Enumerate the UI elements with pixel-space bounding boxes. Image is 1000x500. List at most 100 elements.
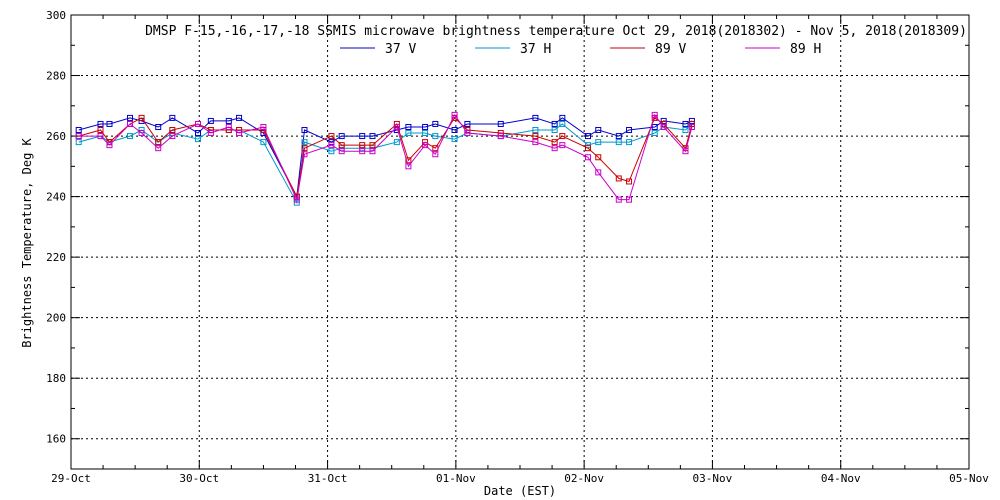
data-point-37v: [559, 114, 566, 121]
x-axis-label: Date (EST): [484, 484, 556, 498]
data-point-37v: [75, 127, 82, 134]
data-point-37v: [532, 114, 539, 121]
data-point-37v: [225, 117, 232, 124]
x-tick-label: 04-Nov: [821, 472, 861, 485]
data-point-89v: [138, 114, 145, 121]
x-tick-label: 29-Oct: [51, 472, 91, 485]
series-layer: [75, 111, 695, 206]
data-point-89v: [688, 120, 695, 127]
data-point-37h: [595, 139, 602, 146]
data-point-37v: [359, 133, 366, 140]
data-point-89h: [497, 133, 504, 140]
data-point-89h: [405, 163, 412, 170]
series-37v: [75, 114, 695, 200]
data-point-89h: [559, 142, 566, 149]
data-point-89h: [169, 133, 176, 140]
data-point-37v: [338, 133, 345, 140]
data-point-37v: [369, 133, 376, 140]
data-point-89v: [497, 130, 504, 137]
data-point-89h: [97, 133, 104, 140]
data-point-89h: [651, 111, 658, 118]
y-axis-label: Brightness Temperature, Deg K: [20, 137, 34, 347]
data-point-89h: [615, 196, 622, 203]
data-point-89h: [75, 133, 82, 140]
data-point-37h: [615, 139, 622, 146]
data-point-89h: [451, 111, 458, 118]
data-point-37v: [405, 123, 412, 130]
data-point-89h: [106, 142, 113, 149]
data-point-37h: [422, 130, 429, 137]
data-point-37v: [497, 120, 504, 127]
x-tick-label: 31-Oct: [308, 472, 348, 485]
data-point-89h: [359, 148, 366, 155]
data-point-89h: [207, 130, 214, 137]
x-tick-label: 01-Nov: [436, 472, 476, 485]
data-point-89h: [236, 130, 243, 137]
data-point-89v: [369, 142, 376, 149]
data-point-89v: [626, 178, 633, 185]
data-point-37h: [405, 130, 412, 137]
legend-label-37v: 37 V: [385, 42, 416, 57]
data-point-89v: [559, 133, 566, 140]
data-point-89h: [369, 148, 376, 155]
data-point-89h: [422, 142, 429, 149]
data-point-37h: [626, 139, 633, 146]
y-tick-label: 200: [46, 312, 66, 325]
data-point-89v: [97, 127, 104, 134]
data-point-37h: [301, 139, 308, 146]
data-point-37v: [451, 127, 458, 134]
data-point-37h: [682, 127, 689, 134]
data-point-37h: [328, 148, 335, 155]
data-point-37h: [359, 145, 366, 152]
y-tick-label: 280: [46, 70, 66, 83]
data-point-37h: [451, 136, 458, 143]
data-point-37v: [301, 127, 308, 134]
x-tick-label: 05-Nov: [949, 472, 989, 485]
data-point-89h: [195, 120, 202, 127]
data-point-37h: [195, 136, 202, 143]
y-tick-label: 220: [46, 251, 66, 264]
data-point-89h: [127, 120, 134, 127]
x-tick-label: 03-Nov: [693, 472, 733, 485]
data-point-89h: [584, 154, 591, 161]
data-point-37v: [651, 123, 658, 130]
data-point-89h: [432, 151, 439, 158]
data-point-89h: [338, 148, 345, 155]
series-89h: [75, 111, 695, 203]
tick-labels: 29-Oct 30-Oct 31-Oct 01-Nov 02-Nov 03-Nov 04-N…: [46, 9, 989, 485]
y-tick-label: 240: [46, 191, 66, 204]
legend-label-37h: 37 H: [520, 42, 551, 57]
data-point-37h: [551, 127, 558, 134]
data-point-89h: [626, 196, 633, 203]
grid: [71, 15, 969, 469]
x-tick-label: 30-Oct: [179, 472, 219, 485]
data-point-89v: [551, 139, 558, 146]
data-point-37h: [127, 133, 134, 140]
data-point-89h: [328, 142, 335, 149]
data-point-37v: [207, 117, 214, 124]
y-tick-label: 180: [46, 372, 66, 385]
data-point-89v: [169, 127, 176, 134]
data-point-37v: [584, 133, 591, 140]
x-tick-label: 02-Nov: [564, 472, 604, 485]
y-tick-label: 260: [46, 130, 66, 143]
y-tick-label: 300: [46, 9, 66, 22]
data-point-37v: [688, 117, 695, 124]
data-point-37v: [626, 127, 633, 134]
chart-title: DMSP F-15,-16,-17,-18 SSMIS microwave br…: [145, 24, 967, 39]
series-89v: [75, 114, 695, 200]
data-point-37v: [595, 127, 602, 134]
data-point-89v: [405, 157, 412, 164]
legend: 37 V 37 H 89 V 89 H: [340, 42, 821, 57]
data-point-37h: [651, 130, 658, 137]
data-point-89v: [595, 154, 602, 161]
data-point-89h: [393, 123, 400, 130]
axis-ticks: [70, 14, 970, 470]
data-point-37h: [432, 133, 439, 140]
data-point-37v: [169, 114, 176, 121]
series-line-37v: [78, 117, 693, 199]
y-tick-label: 160: [46, 433, 66, 446]
data-point-89h: [138, 130, 145, 137]
data-point-89v: [359, 142, 366, 149]
